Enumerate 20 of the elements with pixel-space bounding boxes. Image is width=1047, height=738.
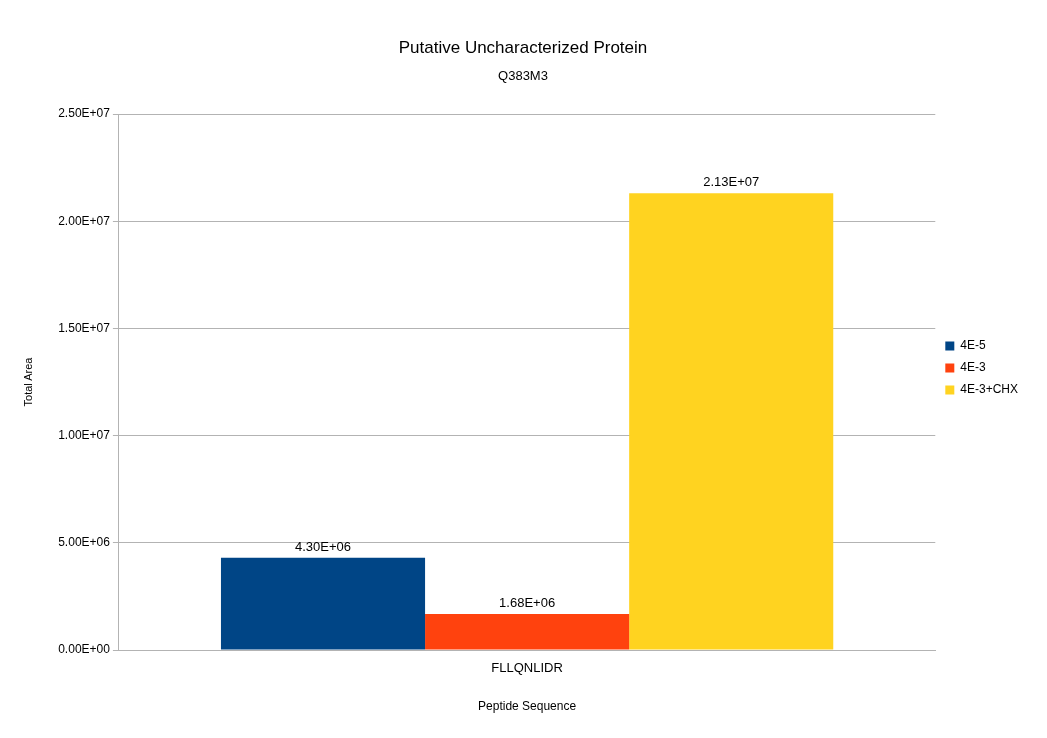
y-tick-label: 5.00E+06 xyxy=(58,535,111,550)
bar xyxy=(220,557,426,650)
y-tick-label: 1.50E+07 xyxy=(58,320,111,335)
y-tick-label: 2.00E+07 xyxy=(58,213,111,228)
data-label: 4.30E+06 xyxy=(295,538,352,554)
data-label: 2.13E+07 xyxy=(703,174,760,190)
legend-label: 4E-5 xyxy=(960,338,986,353)
y-tick-label: 2.50E+07 xyxy=(58,106,111,121)
legend-label: 4E-3 xyxy=(960,360,986,375)
legend-label: 4E-3+CHX xyxy=(960,382,1019,397)
x-axis-title: Peptide Sequence xyxy=(478,699,577,714)
y-tick-label: 0.00E+00 xyxy=(58,642,111,657)
x-tick-label: FLLQNLIDR xyxy=(491,660,563,676)
y-axis-title: Total Area xyxy=(21,356,34,407)
chart-title: Putative Uncharacterized Protein xyxy=(398,37,648,57)
chart-subtitle: Q383M3 xyxy=(498,67,548,83)
data-label: 1.68E+06 xyxy=(499,595,556,611)
y-tick-label: 1.00E+07 xyxy=(58,427,111,442)
bar xyxy=(629,193,834,650)
bar xyxy=(425,613,630,650)
